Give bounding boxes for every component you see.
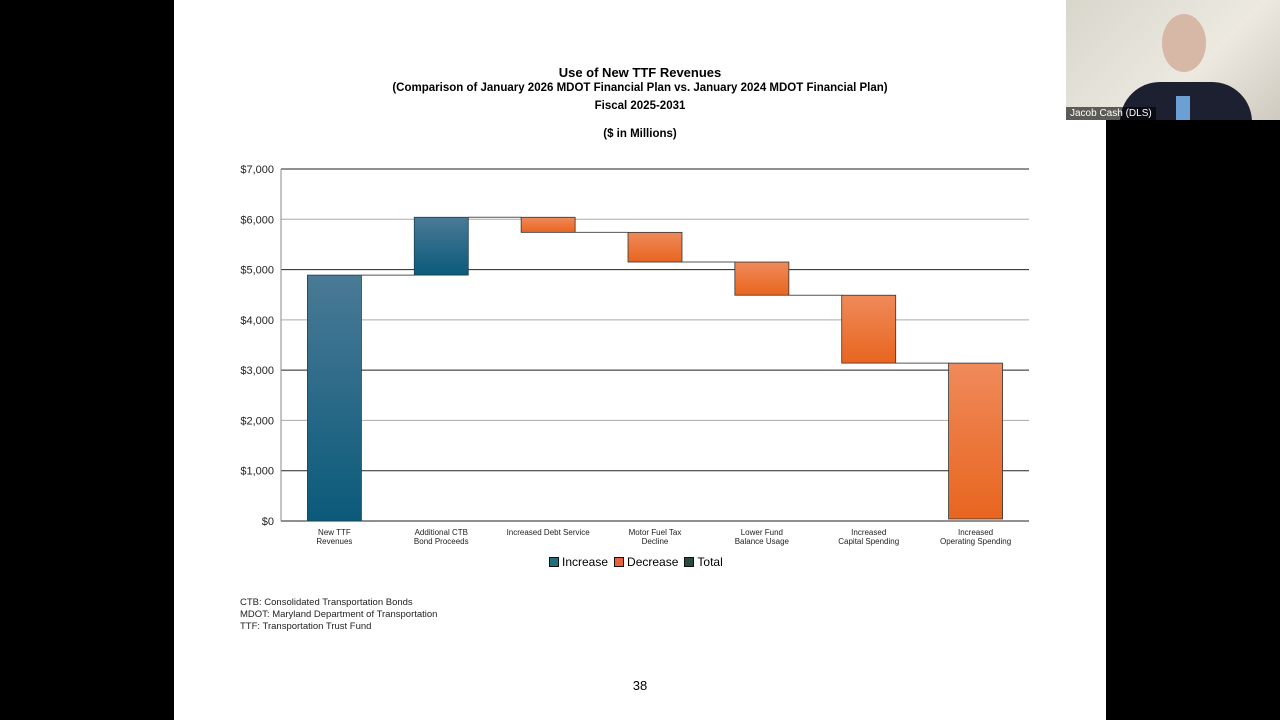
chart-subtitle: (Comparison of January 2026 MDOT Financi…: [392, 82, 888, 94]
x-tick-label: Balance Usage: [735, 537, 790, 546]
y-tick-label: $0: [262, 516, 274, 528]
fiscal-label: Fiscal 2025-2031: [594, 100, 686, 112]
note-mdot: MDOT: Maryland Department of Transportat…: [240, 609, 438, 620]
y-tick-label: $7,000: [240, 164, 274, 176]
x-tick-label: Additional CTB: [415, 528, 468, 537]
page-number: 38: [632, 678, 648, 693]
y-tick-label: $2,000: [240, 415, 274, 427]
participant-head: [1162, 14, 1206, 72]
x-tick-label: New TTF: [318, 528, 351, 537]
waterfall-chart: $0 $1,000 $2,000 $3,000 $4,000 $5,000 $6,000 $7…: [240, 164, 1029, 546]
x-tick-label: Lower Fund: [741, 528, 783, 537]
bar-3: [627, 231, 683, 263]
units-label: ($ in Millions): [603, 128, 677, 140]
slide: Use of New TTF Revenues (Comparison of J…: [174, 0, 1106, 720]
participant-tie: [1176, 96, 1190, 120]
y-tick-label: $3,000: [240, 365, 274, 377]
bar-2: [520, 216, 576, 233]
bar-6: [948, 362, 1003, 520]
x-tick-label: Operating Spending: [940, 537, 1011, 546]
legend-decrease: Decrease: [614, 555, 678, 569]
x-tick-label: Increased: [958, 528, 993, 537]
note-ctb: CTB: Consolidated Transportation Bonds: [240, 597, 413, 608]
y-tick-label: $5,000: [240, 265, 274, 277]
participant-video[interactable]: Jacob Cash (DLS): [1066, 0, 1280, 120]
participant-name: Jacob Cash (DLS): [1066, 107, 1156, 120]
x-tick-label: Capital Spending: [838, 537, 899, 546]
chart-title: Use of New TTF Revenues: [558, 65, 722, 80]
x-tick-label: Increased: [851, 528, 886, 537]
y-tick-label: $4,000: [240, 315, 274, 327]
bar-4: [734, 261, 790, 296]
legend-total: Total: [684, 555, 723, 569]
legend-increase: Increase: [549, 555, 608, 569]
x-tick-label: Increased Debt Service: [507, 528, 591, 537]
x-tick-label: Revenues: [316, 537, 352, 546]
x-tick-label: Bond Proceeds: [414, 537, 469, 546]
bar-5: [841, 294, 897, 364]
abbreviation-notes: CTB: Consolidated Transportation Bonds M…: [240, 597, 437, 633]
note-ttf: TTF: Transportation Trust Fund: [240, 621, 372, 632]
x-tick-label: Decline: [642, 537, 669, 546]
bar-1: [413, 216, 469, 276]
x-tick-label: Motor Fuel Tax: [629, 528, 682, 537]
legend: Increase Decrease Total: [549, 555, 723, 569]
bar-0: [307, 274, 362, 522]
y-tick-label: $1,000: [240, 466, 274, 478]
y-tick-label: $6,000: [240, 214, 274, 226]
